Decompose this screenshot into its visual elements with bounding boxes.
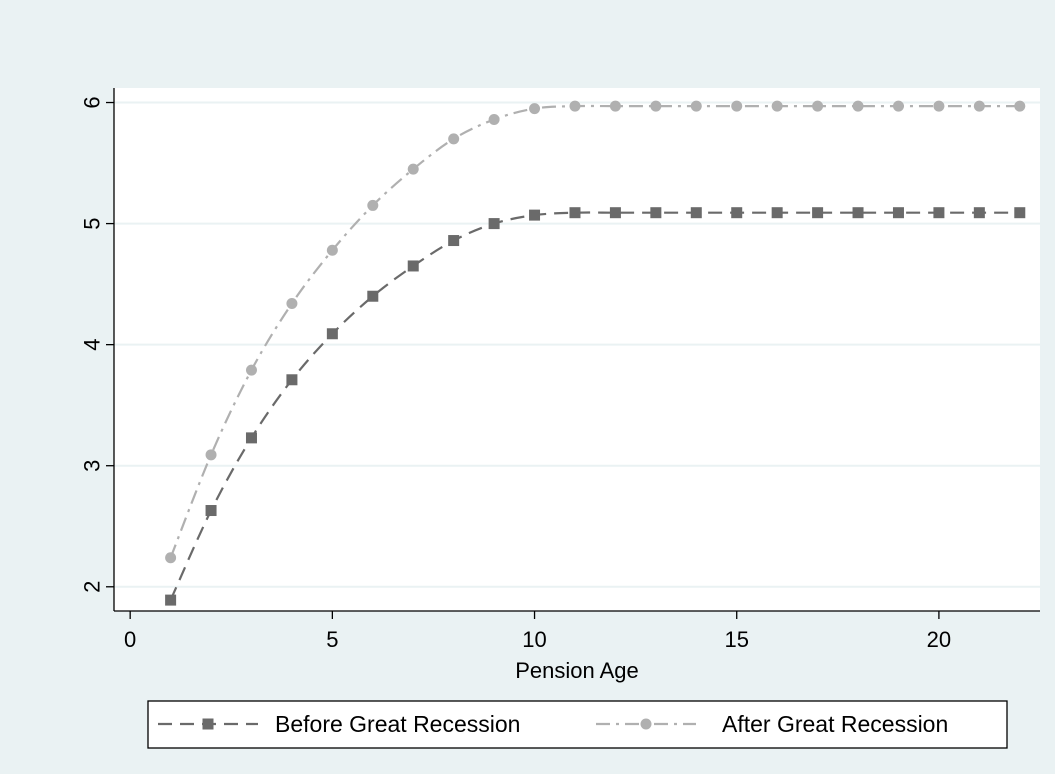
legend-label: After Great Recession bbox=[722, 711, 948, 737]
data-point bbox=[892, 100, 904, 112]
x-ticks: 0 5 10 15 20 bbox=[124, 611, 951, 652]
data-point bbox=[286, 297, 298, 309]
axes bbox=[113, 88, 1040, 612]
data-point bbox=[690, 100, 702, 112]
data-point bbox=[407, 260, 419, 272]
x-tick-label: 10 bbox=[522, 627, 546, 652]
data-point bbox=[569, 100, 581, 112]
series-after-great-recession bbox=[165, 100, 1026, 564]
data-point bbox=[731, 100, 743, 112]
data-point bbox=[205, 449, 217, 461]
data-point bbox=[771, 207, 783, 219]
gridlines bbox=[114, 101, 1040, 588]
series bbox=[165, 100, 1026, 606]
x-tick-label: 0 bbox=[124, 627, 136, 652]
data-point bbox=[529, 209, 541, 221]
series-before-great-recession bbox=[165, 207, 1026, 606]
data-point bbox=[488, 218, 500, 230]
data-point bbox=[448, 133, 460, 145]
legend: Before Great Recession After Great Recess… bbox=[147, 700, 1008, 749]
data-point bbox=[650, 207, 662, 219]
data-point bbox=[933, 100, 945, 112]
data-point bbox=[245, 364, 257, 376]
y-tick-label: 3 bbox=[80, 460, 105, 472]
data-point bbox=[771, 100, 783, 112]
data-point bbox=[367, 199, 379, 211]
data-point bbox=[367, 290, 379, 302]
legend-marker bbox=[202, 718, 214, 730]
data-point bbox=[488, 113, 500, 125]
x-axis-title: Pension Age bbox=[515, 658, 639, 683]
legend-marker bbox=[640, 718, 652, 730]
legend-items: Before Great Recession After Great Recess… bbox=[158, 711, 948, 737]
data-point bbox=[448, 235, 460, 247]
data-point bbox=[812, 100, 824, 112]
data-point bbox=[326, 328, 338, 340]
data-point bbox=[973, 100, 985, 112]
data-point bbox=[326, 244, 338, 256]
data-point bbox=[973, 207, 985, 219]
data-point bbox=[407, 163, 419, 175]
plot-area bbox=[114, 88, 1040, 611]
legend-item-before-great-recession: Before Great Recession bbox=[158, 711, 520, 737]
data-point bbox=[933, 207, 945, 219]
data-point bbox=[1014, 100, 1026, 112]
data-point bbox=[165, 594, 177, 606]
x-tick-label: 15 bbox=[724, 627, 748, 652]
data-point bbox=[609, 100, 621, 112]
data-point bbox=[852, 100, 864, 112]
data-point bbox=[609, 207, 621, 219]
data-point bbox=[892, 207, 904, 219]
legend-box bbox=[147, 700, 1008, 749]
y-tick-label: 6 bbox=[80, 96, 105, 108]
y-ticks: 2 3 4 5 6 bbox=[80, 96, 114, 593]
y-tick-label: 5 bbox=[80, 217, 105, 229]
data-point bbox=[205, 505, 217, 517]
y-tick-label: 2 bbox=[80, 581, 105, 593]
legend-item-after-great-recession: After Great Recession bbox=[596, 711, 948, 737]
data-point bbox=[812, 207, 824, 219]
x-tick-label: 20 bbox=[927, 627, 951, 652]
legend-label: Before Great Recession bbox=[275, 711, 520, 737]
data-point bbox=[245, 432, 257, 444]
data-point bbox=[650, 100, 662, 112]
y-tick-label: 4 bbox=[80, 339, 105, 351]
data-point bbox=[690, 207, 702, 219]
data-point bbox=[165, 552, 177, 564]
data-point bbox=[529, 103, 541, 115]
data-point bbox=[1014, 207, 1026, 219]
x-tick-label: 5 bbox=[326, 627, 338, 652]
data-point bbox=[731, 207, 743, 219]
data-point bbox=[852, 207, 864, 219]
data-point bbox=[286, 374, 298, 386]
data-point bbox=[569, 207, 581, 219]
